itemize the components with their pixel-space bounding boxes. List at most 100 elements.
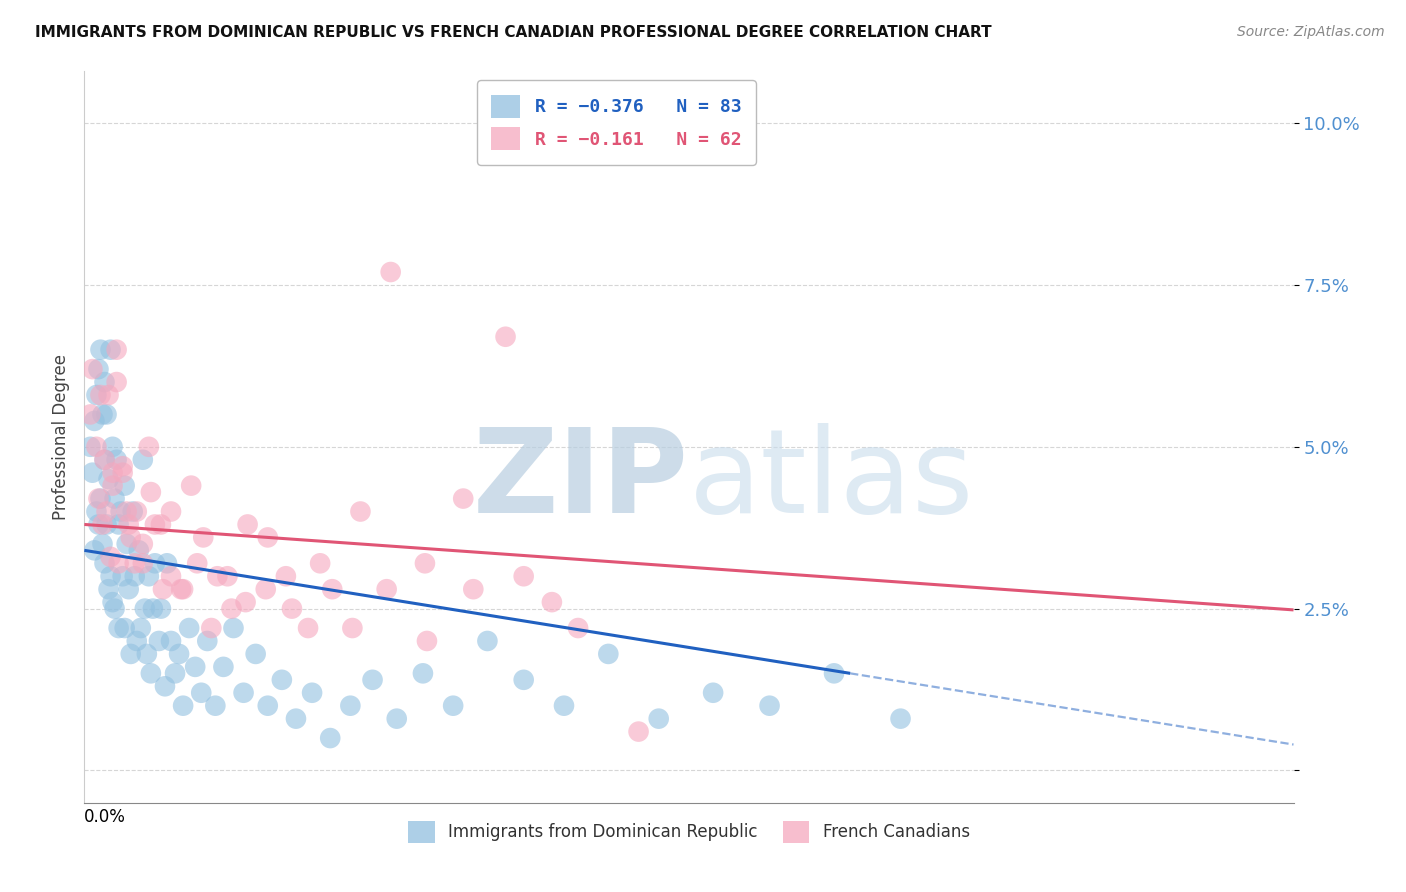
Point <box>82 466 104 480</box>
Point <box>463 582 485 597</box>
Point <box>86 440 108 454</box>
Point <box>107 517 129 532</box>
Point <box>120 647 142 661</box>
Point <box>148 634 170 648</box>
Point <box>134 601 156 615</box>
Point <box>512 673 534 687</box>
Point <box>93 452 115 467</box>
Point <box>79 440 101 454</box>
Point <box>179 621 201 635</box>
Point <box>138 569 160 583</box>
Point <box>96 408 118 422</box>
Legend: Immigrants from Dominican Republic, French Canadians: Immigrants from Dominican Republic, Fren… <box>402 814 976 849</box>
Text: IMMIGRANTS FROM DOMINICAN REPUBLIC VS FRENCH CANADIAN PROFESSIONAL DEGREE CORREL: IMMIGRANTS FROM DOMINICAN REPUBLIC VS FR… <box>35 25 991 40</box>
Point <box>135 647 157 661</box>
Point <box>86 504 108 518</box>
Point <box>120 530 142 544</box>
Point <box>160 569 183 583</box>
Point <box>91 537 114 551</box>
Point <box>107 621 129 635</box>
Point <box>281 601 304 615</box>
Point <box>111 466 134 480</box>
Point <box>180 478 202 492</box>
Point <box>138 440 160 454</box>
Point <box>139 666 162 681</box>
Point <box>339 698 361 713</box>
Point <box>200 621 222 635</box>
Point <box>541 595 564 609</box>
Point <box>132 557 155 571</box>
Point <box>143 517 166 532</box>
Point <box>89 491 111 506</box>
Point <box>149 601 172 615</box>
Point <box>416 634 439 648</box>
Point <box>128 543 150 558</box>
Point <box>204 698 226 713</box>
Point <box>245 647 267 661</box>
Point <box>100 343 122 357</box>
Point <box>125 504 148 518</box>
Text: atlas: atlas <box>689 424 974 539</box>
Point <box>114 478 136 492</box>
Point <box>87 491 110 506</box>
Point <box>412 666 434 681</box>
Point <box>160 504 183 518</box>
Point <box>232 686 254 700</box>
Point <box>172 698 194 713</box>
Point <box>97 472 120 486</box>
Point <box>702 686 724 700</box>
Point <box>129 621 152 635</box>
Point <box>160 634 183 648</box>
Point <box>361 673 384 687</box>
Point <box>598 647 620 661</box>
Point <box>156 557 179 571</box>
Point <box>222 621 245 635</box>
Point <box>83 543 105 558</box>
Point <box>342 621 364 635</box>
Point <box>101 595 124 609</box>
Point <box>118 517 141 532</box>
Point <box>87 362 110 376</box>
Point <box>212 660 235 674</box>
Point <box>101 440 124 454</box>
Point <box>451 491 474 506</box>
Point <box>285 712 308 726</box>
Point <box>301 686 323 700</box>
Point <box>142 601 165 615</box>
Point <box>89 343 111 357</box>
Point <box>380 265 402 279</box>
Point <box>167 647 190 661</box>
Point <box>139 485 162 500</box>
Point <box>82 362 104 376</box>
Point <box>648 712 671 726</box>
Point <box>111 459 134 474</box>
Point <box>107 557 129 571</box>
Point <box>413 557 436 571</box>
Point <box>91 517 114 532</box>
Text: Source: ZipAtlas.com: Source: ZipAtlas.com <box>1237 25 1385 39</box>
Point <box>115 504 138 518</box>
Point <box>236 517 259 532</box>
Point <box>114 621 136 635</box>
Point <box>207 569 229 583</box>
Point <box>170 582 193 597</box>
Point <box>254 582 277 597</box>
Point <box>143 557 166 571</box>
Point <box>86 388 108 402</box>
Point <box>153 679 176 693</box>
Point <box>104 491 127 506</box>
Point <box>125 634 148 648</box>
Point <box>823 666 845 681</box>
Point <box>385 712 408 726</box>
Point <box>256 530 278 544</box>
Point <box>96 504 118 518</box>
Point <box>79 408 101 422</box>
Point <box>349 504 371 518</box>
Point <box>149 517 172 532</box>
Point <box>758 698 780 713</box>
Point <box>93 452 115 467</box>
Point <box>100 569 122 583</box>
Point <box>217 569 239 583</box>
Point <box>132 537 155 551</box>
Point <box>274 569 297 583</box>
